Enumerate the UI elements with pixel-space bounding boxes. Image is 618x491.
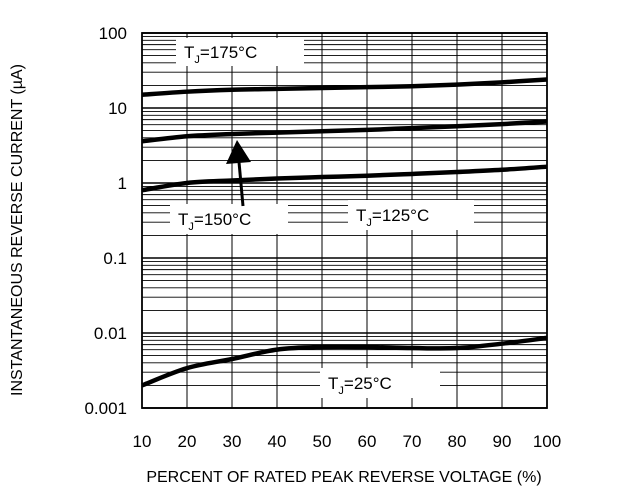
label-tj-25-box	[320, 368, 440, 398]
x-tick-label: 10	[133, 432, 152, 451]
x-tick-label: 90	[493, 432, 512, 451]
y-tick-label: 0.1	[103, 249, 127, 268]
y-tick-label: 0.001	[84, 399, 127, 418]
y-axis-label: INSTANTANEOUS REVERSE CURRENT (µA)	[9, 64, 26, 396]
x-tick-label: 40	[268, 432, 287, 451]
x-axis-label: PERCENT OF RATED PEAK REVERSE VOLTAGE (%…	[146, 469, 541, 486]
axes: 10 20 30 40 50 60 70 80 90 100 0.001 0.01 0.1 1 10 100	[84, 24, 561, 451]
x-tick-label: 20	[178, 432, 197, 451]
x-tick-label: 50	[313, 432, 332, 451]
y-tick-label: 100	[99, 24, 127, 43]
arrow-shaft	[237, 161, 245, 207]
x-tick-label: 100	[533, 432, 561, 451]
curve-tj-25	[141, 335, 548, 388]
x-tick-label: 80	[448, 432, 467, 451]
label-tj-125-box	[348, 200, 474, 230]
label-tj-125: TJ=125°C	[356, 206, 429, 229]
label-tj-150: TJ=150°C	[178, 210, 251, 233]
x-tick-label: 60	[358, 432, 377, 451]
y-tick-label: 1	[118, 174, 127, 193]
plot-frame	[141, 32, 548, 409]
curve-tj-125	[141, 164, 548, 193]
x-tick-label: 70	[403, 432, 422, 451]
y-tick-label: 10	[108, 99, 127, 118]
curves	[141, 77, 548, 388]
curve-tj-150	[141, 119, 548, 144]
y-tick-label: 0.01	[94, 324, 127, 343]
label-tj-175-box	[176, 38, 304, 66]
label-tj-175: TJ=175°C	[184, 43, 257, 66]
label-tj-25: TJ=25°C	[328, 374, 392, 397]
label-tj-150-box	[170, 204, 288, 234]
curve-tj-175	[141, 77, 548, 98]
arrow-head	[226, 140, 251, 164]
x-tick-label: 30	[223, 432, 242, 451]
annotations: TJ=175°C TJ=150°C TJ=125°C TJ=25°C	[170, 38, 474, 398]
